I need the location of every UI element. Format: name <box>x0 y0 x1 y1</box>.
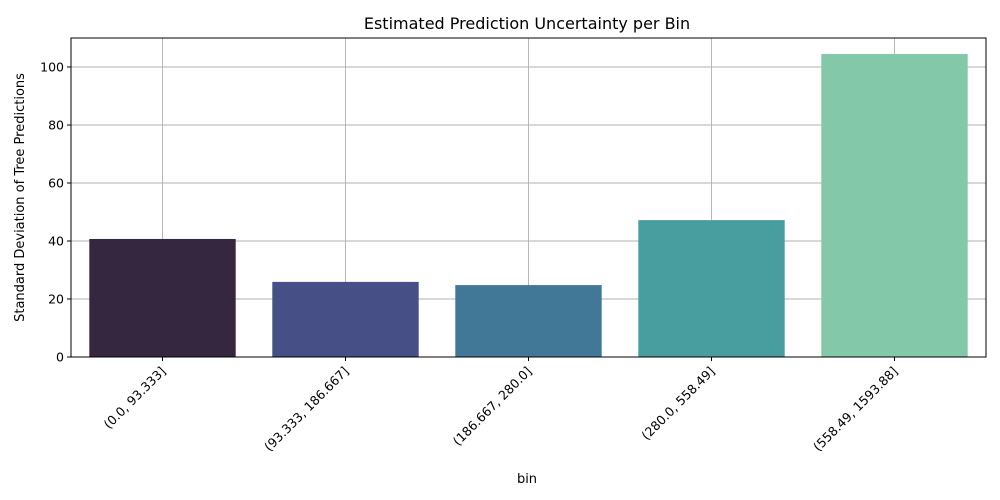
x-tick-label: (0.0, 93.333] <box>101 364 169 432</box>
bar <box>89 238 236 357</box>
y-tick-label: 100 <box>40 60 64 75</box>
bar <box>455 285 602 357</box>
x-tick-label: (280.0, 558.49] <box>638 364 717 443</box>
y-tick-label: 40 <box>48 234 64 249</box>
x-tick-label: (186.667, 280.0] <box>450 364 535 449</box>
x-tick-label: (558.49, 1593.88] <box>810 364 901 455</box>
bars-layer <box>89 53 968 357</box>
bar <box>821 53 968 357</box>
y-axis-label: Standard Deviation of Tree Predictions <box>13 73 28 322</box>
y-tick-label: 60 <box>48 176 64 191</box>
bar <box>638 220 785 357</box>
x-axis-label: bin <box>517 472 537 487</box>
chart-title: Estimated Prediction Uncertainty per Bin <box>364 14 690 33</box>
y-tick-label: 0 <box>56 350 64 365</box>
x-axis-ticks: (0.0, 93.333] (93.333, 186.667] (186.667, … <box>101 357 901 454</box>
y-axis-ticks: 0 20 40 60 80 100 <box>40 60 71 365</box>
bar <box>272 281 419 357</box>
y-tick-label: 80 <box>48 118 64 133</box>
x-tick-label: (93.333, 186.667] <box>261 364 352 455</box>
y-tick-label: 20 <box>48 292 64 307</box>
